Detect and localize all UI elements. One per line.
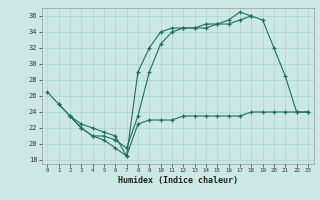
X-axis label: Humidex (Indice chaleur): Humidex (Indice chaleur) <box>118 176 237 185</box>
